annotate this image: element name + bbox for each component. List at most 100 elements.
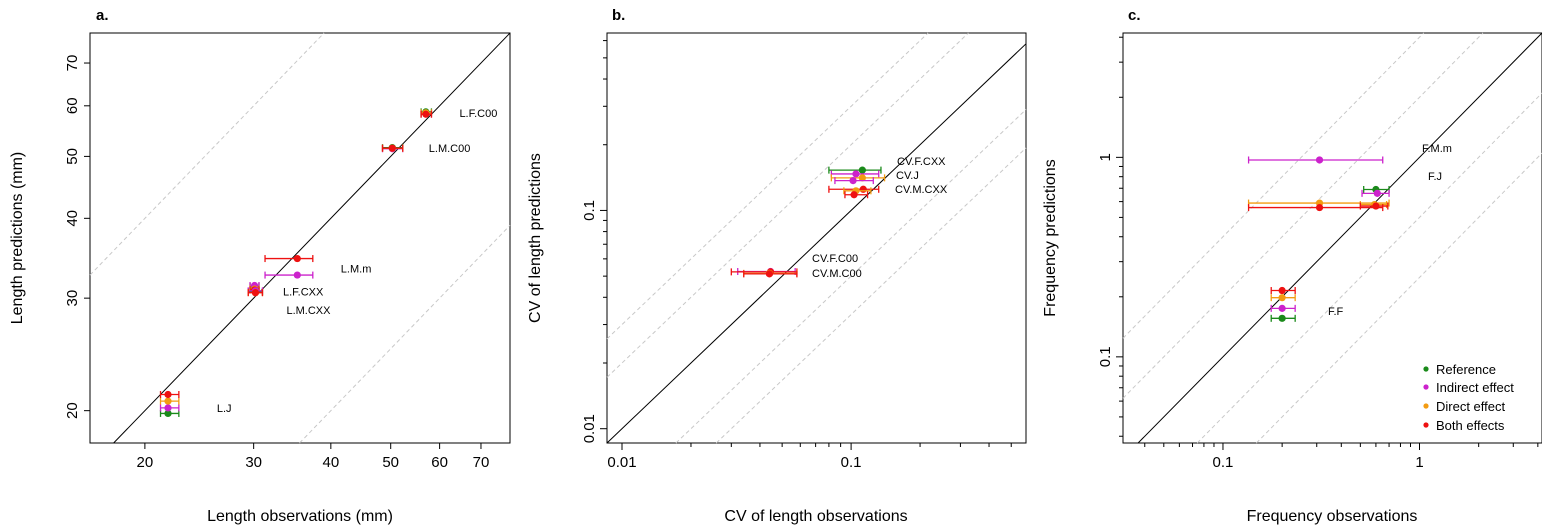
c-point-F.M.m-0 — [1315, 156, 1324, 164]
a-point-L.M.m-s3 — [293, 254, 301, 263]
c-point-F.F-1 — [1278, 294, 1286, 302]
x-tick-label-a-2: 40 — [322, 454, 339, 471]
panel-letter-a: a. — [96, 7, 109, 24]
c-point-F.J-5 — [1372, 202, 1380, 210]
y-tick-label-a-1: 30 — [64, 290, 81, 307]
a-point-label-L.J: L.J — [217, 403, 232, 415]
reference-line-dashed-c1 — [1122, 32, 1484, 399]
reference-line-dashed-a2 — [299, 224, 511, 444]
reference-line-dashed-c0 — [1122, 32, 1425, 339]
y-tick-label-b-0: 0.01 — [581, 414, 598, 443]
c-point-label-F.M.m: F.M.m — [1422, 143, 1452, 155]
y-tick-label-c-1: 1 — [1097, 153, 1114, 161]
x-tick-label-a-1: 30 — [245, 454, 262, 471]
identity-line — [606, 43, 1027, 444]
panel-b: b. 0.01 0.1 0.01 0.1 CV.F.CXX CV.J CV.M.CXX CV.… — [527, 7, 1027, 525]
x-axis-label-b: CV of length observations — [724, 508, 907, 525]
a-point-L.J-s1 — [164, 404, 172, 412]
y-axis-label-c: Frequency predictions — [1042, 159, 1059, 316]
panel-letter-c: c. — [1128, 7, 1141, 24]
panel-c: c. 0.1 1 0.1 1 F.M.m F.J F.F Frequency observa… — [1042, 7, 1542, 525]
a-point-L.M.m-s1 — [293, 271, 301, 279]
reference-line-dashed-c2 — [1196, 92, 1542, 444]
x-tick-label-a-3: 50 — [382, 454, 399, 471]
x-tick-label-a-5: 70 — [473, 454, 490, 471]
c-point-F.F-2 — [1278, 304, 1286, 312]
b-point-label-CV.J: CV.J — [896, 170, 919, 182]
y-tick-label-c-0: 0.1 — [1097, 346, 1114, 367]
legend: Reference Indirect effect Direct effect … — [1423, 362, 1514, 433]
b-point-label-CV.F.CXX: CV.F.CXX — [897, 156, 946, 168]
b-point-CV.F.CXX-1 — [852, 170, 860, 178]
c-point-F.F-3 — [1278, 314, 1286, 322]
a-point-label-L.M.CXX: L.M.CXX — [286, 305, 331, 317]
a-point-label-L.M.m: L.M.m — [341, 264, 372, 276]
a-point-L.M.C00-s3 — [388, 144, 396, 152]
b-point-label-CV.M.C00: CV.M.C00 — [812, 268, 862, 280]
y-tick-label-a-2: 40 — [64, 210, 81, 227]
a-point-L.J-s3 — [164, 390, 172, 399]
b-point-CV.M.CXX-0 — [859, 185, 867, 193]
x-axis-label-c: Frequency observations — [1247, 508, 1418, 525]
reference-line-dashed-b3 — [715, 147, 1027, 444]
plot-frame-a — [89, 32, 511, 444]
x-axis-label-a: Length observations (mm) — [207, 508, 393, 525]
legend-marker-direct — [1423, 403, 1429, 409]
y-tick-label-b-1: 0.1 — [581, 200, 598, 221]
reference-line-dashed-b2 — [675, 109, 1027, 444]
b-point-CV.J-0 — [858, 174, 866, 182]
b-point-CV.M.C00-1 — [765, 270, 774, 278]
x-tick-label-a-0: 20 — [137, 454, 154, 471]
reference-line-dashed-a1 — [89, 32, 325, 276]
b-point-label-CV.M.CXX: CV.M.CXX — [895, 184, 948, 196]
legend-label-direct: Direct effect — [1436, 399, 1506, 414]
b-point-CV.J-1 — [849, 176, 857, 185]
legend-label-indirect: Indirect effect — [1436, 380, 1514, 395]
x-tick-label-b-0: 0.01 — [607, 454, 636, 471]
identity-line — [113, 32, 511, 444]
a-point-label-L.F.C00: L.F.C00 — [459, 108, 497, 120]
reference-line-dashed-c3 — [1256, 152, 1542, 444]
identity-line — [1137, 32, 1542, 444]
y-axis-label-b: CV of length predictions — [527, 153, 544, 323]
c-point-F.J-1 — [1373, 189, 1381, 197]
plot-area-c: 0.1 1 0.1 1 F.M.m F.J F.F — [1097, 32, 1542, 471]
x-tick-label-a-4: 60 — [431, 454, 448, 471]
b-point-CV.F.CXX-0 — [858, 166, 866, 174]
a-point-L.M.CXX-s3 — [251, 289, 260, 297]
c-point-F.F-0 — [1278, 286, 1286, 295]
y-axis-label-a: Length predictions (mm) — [9, 152, 26, 325]
reference-line-dashed-b0 — [606, 32, 929, 340]
reference-line-dashed-b1 — [606, 32, 969, 378]
y-tick-label-a-0: 20 — [64, 402, 81, 419]
panel-a: a. 20 30 40 50 60 70 20 30 40 50 60 70 L.F.C00 L.M.C0… — [9, 7, 511, 525]
x-tick-label-b-1: 0.1 — [841, 454, 862, 471]
plot-area-a: 20 30 40 50 60 70 20 30 40 50 60 70 L.F.C00 L.M.C00 L.… — [64, 32, 511, 471]
legend-marker-indirect — [1423, 384, 1429, 390]
b-point-label-CV.F.C00: CV.F.C00 — [812, 253, 858, 265]
c-point-F.J-4 — [1315, 203, 1324, 212]
a-point-L.J-s0 — [164, 409, 172, 418]
y-tick-label-a-3: 50 — [64, 148, 81, 165]
a-point-label-L.M.C00: L.M.C00 — [429, 143, 471, 155]
b-point-CV.M.CXX-2 — [850, 191, 858, 199]
panel-letter-b: b. — [612, 7, 625, 24]
x-tick-label-c-1: 1 — [1415, 454, 1423, 471]
a-point-L.J-s2 — [164, 397, 172, 405]
plot-frame-b — [606, 32, 1027, 444]
c-point-label-F.J: F.J — [1428, 171, 1442, 183]
y-tick-label-a-5: 70 — [64, 55, 81, 72]
legend-marker-reference — [1423, 366, 1429, 372]
a-point-L.F.C00-s3 — [422, 110, 430, 118]
legend-marker-both — [1423, 422, 1429, 428]
legend-label-both: Both effects — [1436, 418, 1505, 433]
c-point-label-F.F: F.F — [1328, 306, 1344, 318]
legend-label-reference: Reference — [1436, 362, 1496, 377]
plot-frame-c — [1122, 32, 1542, 444]
y-tick-label-a-4: 60 — [64, 97, 81, 114]
plot-area-b: 0.01 0.1 0.01 0.1 CV.F.CXX CV.J CV.M.CXX CV.F.C… — [581, 32, 1027, 471]
a-point-label-L.F.CXX: L.F.CXX — [283, 287, 324, 299]
x-tick-label-c-0: 0.1 — [1213, 454, 1234, 471]
